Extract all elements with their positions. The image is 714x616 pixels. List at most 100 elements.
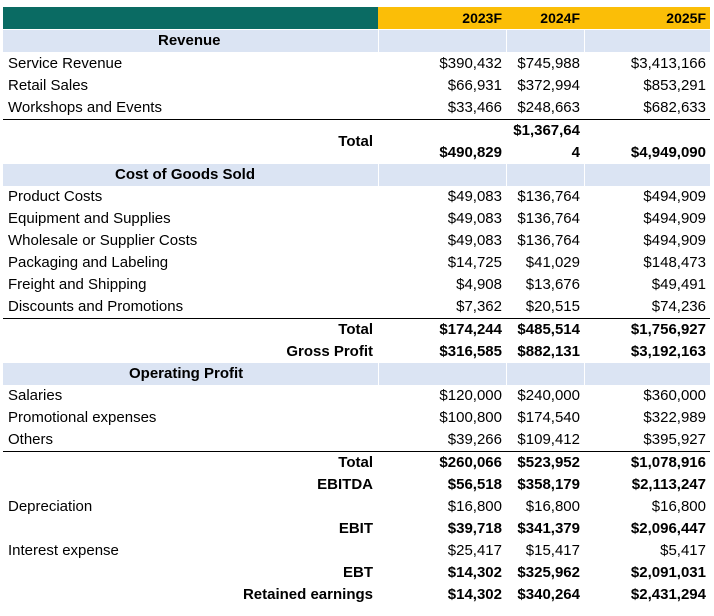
row-label[interactable]: Discounts and Promotions <box>8 298 184 315</box>
cell-2024[interactable]: $1,367,64 4 <box>506 120 584 164</box>
row-label[interactable]: Packaging and Labeling <box>8 254 169 271</box>
cell-2025[interactable]: $2,096,447 <box>630 520 706 537</box>
cell-2023[interactable]: $390,432 <box>439 55 502 72</box>
cell-2023[interactable]: $100,800 <box>439 409 502 426</box>
row-label[interactable]: Total <box>338 454 373 471</box>
cell-2023[interactable]: $174,244 <box>439 321 502 338</box>
row-label[interactable]: Salaries <box>8 387 63 404</box>
row-label[interactable]: EBT <box>343 564 373 581</box>
col-2024-header[interactable]: 2024F <box>506 7 584 29</box>
row-label[interactable]: Others <box>8 431 54 448</box>
cell-2025[interactable]: $148,473 <box>643 254 706 271</box>
col-2025-header[interactable]: 2025F <box>584 7 710 29</box>
cell-2025[interactable]: $395,927 <box>643 431 706 448</box>
cell-2023[interactable]: $49,083 <box>447 188 502 205</box>
cell-2025[interactable]: $3,192,163 <box>630 343 706 360</box>
cell-2024[interactable]: $15,417 <box>525 542 580 559</box>
cell-2023[interactable]: $120,000 <box>439 387 502 404</box>
cell-2025[interactable]: $360,000 <box>643 387 706 404</box>
row-label[interactable]: Product Costs <box>8 188 103 205</box>
cell-2025[interactable]: $3,413,166 <box>630 55 706 72</box>
row-label[interactable]: EBITDA <box>317 476 373 493</box>
cell-2024[interactable]: $341,379 <box>517 520 580 537</box>
cell-2023[interactable]: $4,908 <box>456 276 502 293</box>
band-cell[interactable] <box>584 164 710 186</box>
band-cell[interactable] <box>584 363 710 385</box>
cell-2023[interactable]: $14,725 <box>447 254 502 271</box>
cell-2025[interactable]: $853,291 <box>643 77 706 94</box>
cell-2023[interactable]: $49,083 <box>447 232 502 249</box>
cell-2024[interactable]: $340,264 <box>517 586 580 603</box>
row-label[interactable]: Retail Sales <box>8 77 89 94</box>
row-label[interactable]: Gross Profit <box>286 343 373 360</box>
band-cell[interactable] <box>506 30 584 52</box>
cell-2024[interactable]: $41,029 <box>525 254 580 271</box>
band-cell[interactable] <box>378 30 506 52</box>
cogs-section-title[interactable]: Cost of Goods Sold <box>3 164 378 186</box>
band-cell[interactable] <box>378 164 506 186</box>
cell-2025[interactable]: $1,756,927 <box>630 321 706 338</box>
cell-2024[interactable]: $248,663 <box>517 99 580 116</box>
cell-2023[interactable]: $66,931 <box>447 77 502 94</box>
revenue-total-label[interactable]: Total <box>338 133 373 150</box>
revenue-section-title[interactable]: Revenue <box>3 30 378 52</box>
cell-2024[interactable]: $136,764 <box>517 232 580 249</box>
cell-2025[interactable]: $682,633 <box>643 99 706 116</box>
cell-2023[interactable]: $490,829 <box>378 120 506 164</box>
row-label[interactable]: EBIT <box>338 520 373 537</box>
cell-2025[interactable]: $494,909 <box>643 210 706 227</box>
cell-2024[interactable]: $372,994 <box>517 77 580 94</box>
row-label[interactable]: Service Revenue <box>8 55 123 72</box>
row-label[interactable]: Total <box>338 321 373 338</box>
cell-2025[interactable]: $2,113,247 <box>631 476 706 493</box>
cell-2023[interactable]: $16,800 <box>447 498 502 515</box>
cell-2025[interactable]: $16,800 <box>651 498 706 515</box>
cell-2025[interactable]: $2,431,294 <box>630 586 706 603</box>
cell-2025[interactable]: $1,078,916 <box>630 454 706 471</box>
cell-2024[interactable]: $13,676 <box>525 276 580 293</box>
cell-2023[interactable]: $39,718 <box>447 520 502 537</box>
cell-2023[interactable]: $33,466 <box>447 99 502 116</box>
row-label[interactable]: Workshops and Events <box>8 99 162 116</box>
band-cell[interactable] <box>584 30 710 52</box>
cell-2024[interactable]: $523,952 <box>517 454 580 471</box>
cell-2025[interactable]: $322,989 <box>643 409 706 426</box>
cell-2024[interactable]: $174,540 <box>517 409 580 426</box>
cell-2024[interactable]: $485,514 <box>517 321 580 338</box>
header-corner-cell[interactable] <box>3 7 378 29</box>
cell-2025[interactable]: $5,417 <box>660 542 706 559</box>
cell-2024[interactable]: $882,131 <box>517 343 580 360</box>
cell-2023[interactable]: $316,585 <box>439 343 502 360</box>
cell-2023[interactable]: $49,083 <box>447 210 502 227</box>
row-label[interactable]: Freight and Shipping <box>8 276 147 293</box>
cell-2025[interactable]: $494,909 <box>643 188 706 205</box>
row-label[interactable]: Retained earnings <box>242 586 373 603</box>
operating-section-title[interactable]: Operating Profit <box>3 363 378 385</box>
row-label[interactable]: Depreciation <box>8 498 93 515</box>
row-label[interactable]: Wholesale or Supplier Costs <box>8 232 198 249</box>
cell-2025[interactable]: $49,491 <box>651 276 706 293</box>
cell-2025[interactable]: $494,909 <box>643 232 706 249</box>
band-cell[interactable] <box>506 164 584 186</box>
band-cell[interactable] <box>378 363 506 385</box>
cell-2025[interactable]: $2,091,031 <box>630 564 706 581</box>
row-label[interactable]: Interest expense <box>8 542 119 559</box>
cell-2025[interactable]: $74,236 <box>651 298 706 315</box>
cell-2024[interactable]: $325,962 <box>517 564 580 581</box>
cell-2023[interactable]: $14,302 <box>447 564 502 581</box>
col-2023-header[interactable]: 2023F <box>378 7 506 29</box>
row-label[interactable]: Equipment and Supplies <box>8 210 171 227</box>
cell-2024[interactable]: $358,179 <box>517 476 580 493</box>
cell-2024[interactable]: $745,988 <box>517 55 580 72</box>
cell-2024[interactable]: $240,000 <box>517 387 580 404</box>
cell-2023[interactable]: $56,518 <box>447 476 502 493</box>
cell-2023[interactable]: $25,417 <box>447 542 502 559</box>
cell-2024[interactable]: $109,412 <box>517 431 580 448</box>
cell-2023[interactable]: $14,302 <box>447 586 502 603</box>
cell-2024[interactable]: $136,764 <box>517 188 580 205</box>
cell-2024[interactable]: $136,764 <box>517 210 580 227</box>
cell-2023[interactable]: $39,266 <box>447 431 502 448</box>
cell-2024[interactable]: $16,800 <box>525 498 580 515</box>
cell-2023[interactable]: $7,362 <box>456 298 502 315</box>
cell-2024[interactable]: $20,515 <box>525 298 580 315</box>
